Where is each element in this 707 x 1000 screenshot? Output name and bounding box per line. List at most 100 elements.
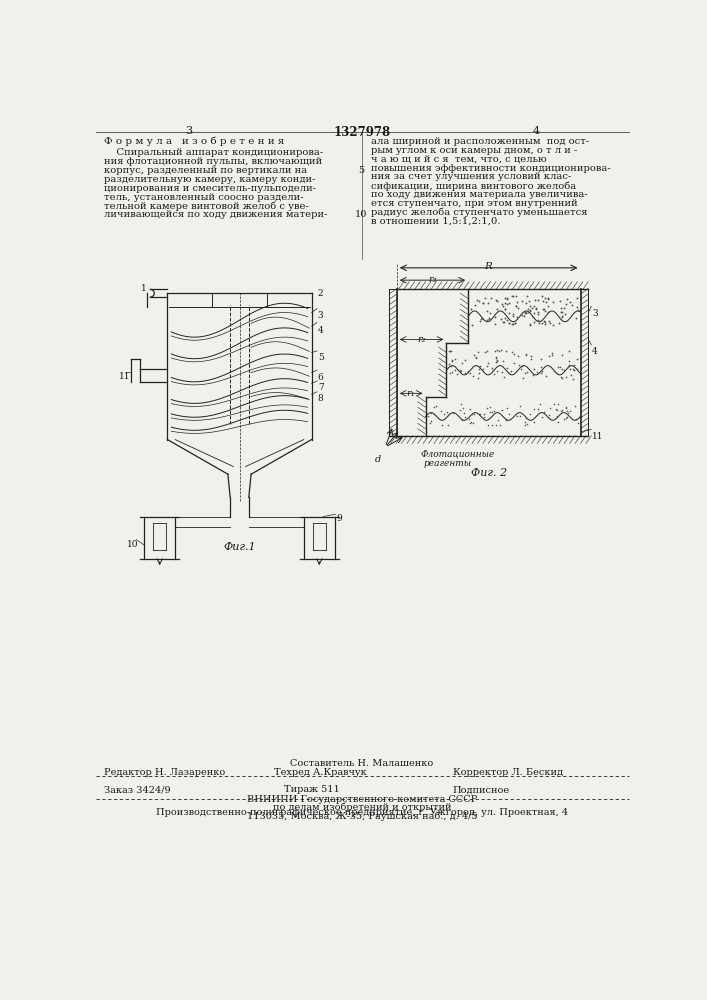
Text: ется ступенчато, при этом внутренний: ется ступенчато, при этом внутренний bbox=[371, 199, 578, 208]
Point bbox=[469, 297, 481, 313]
Point bbox=[459, 409, 470, 425]
Text: ния флотационной пульпы, включающий: ния флотационной пульпы, включающий bbox=[104, 157, 322, 166]
Point bbox=[528, 314, 539, 330]
Point bbox=[542, 291, 554, 307]
Point bbox=[532, 304, 543, 320]
Point bbox=[547, 345, 558, 361]
Point bbox=[517, 307, 528, 323]
Point bbox=[564, 294, 575, 310]
Point bbox=[539, 303, 551, 319]
Point bbox=[539, 316, 551, 332]
Text: ционирования и смеситель-пульподели-: ционирования и смеситель-пульподели- bbox=[104, 184, 316, 193]
Point bbox=[507, 288, 518, 304]
Point bbox=[573, 415, 584, 431]
Point bbox=[507, 306, 518, 322]
Text: 1327978: 1327978 bbox=[334, 126, 390, 139]
Point bbox=[503, 315, 515, 331]
Text: 2: 2 bbox=[317, 289, 323, 298]
Point bbox=[554, 359, 566, 375]
Point bbox=[560, 400, 571, 416]
Point bbox=[501, 291, 513, 307]
Point bbox=[483, 310, 494, 326]
Point bbox=[496, 311, 507, 327]
Point bbox=[512, 300, 523, 316]
Point bbox=[422, 408, 433, 424]
Point bbox=[572, 302, 583, 318]
Text: по делам изобретений и открытий: по делам изобретений и открытий bbox=[273, 803, 451, 812]
Point bbox=[543, 298, 554, 314]
Point bbox=[552, 414, 563, 430]
Point bbox=[521, 295, 532, 311]
Point bbox=[430, 398, 441, 414]
Point bbox=[521, 288, 532, 304]
Point bbox=[512, 348, 523, 364]
Point bbox=[510, 315, 521, 331]
Point bbox=[568, 361, 579, 377]
Point bbox=[539, 404, 550, 420]
Text: 113035, Москва, Ж-35, Раушская наб., д. 4/5: 113035, Москва, Ж-35, Раушская наб., д. … bbox=[247, 811, 477, 821]
Text: реагенты: реагенты bbox=[424, 459, 472, 468]
Point bbox=[498, 314, 510, 330]
Point bbox=[520, 410, 532, 426]
Point bbox=[497, 353, 508, 369]
Point bbox=[541, 368, 552, 384]
Point bbox=[531, 301, 542, 317]
Text: 6: 6 bbox=[317, 373, 324, 382]
Point bbox=[490, 417, 501, 433]
Point bbox=[493, 343, 505, 359]
Text: 1: 1 bbox=[141, 284, 147, 293]
Text: 11: 11 bbox=[119, 372, 130, 381]
Point bbox=[481, 312, 492, 328]
Point bbox=[482, 295, 493, 311]
Point bbox=[560, 410, 571, 426]
Point bbox=[481, 303, 493, 319]
Point bbox=[426, 413, 437, 429]
Point bbox=[551, 402, 563, 418]
Point bbox=[491, 352, 503, 368]
Point bbox=[479, 406, 490, 422]
Point bbox=[503, 365, 514, 381]
Text: r₂: r₂ bbox=[417, 335, 426, 344]
Point bbox=[477, 310, 488, 326]
Point bbox=[503, 315, 514, 331]
Text: корпус, разделенный по вертикали на: корпус, разделенный по вертикали на bbox=[104, 166, 307, 175]
Text: r₃: r₃ bbox=[428, 275, 437, 284]
Point bbox=[527, 309, 539, 325]
Point bbox=[570, 398, 581, 414]
Point bbox=[556, 347, 567, 363]
Point bbox=[529, 361, 540, 377]
Point bbox=[553, 396, 564, 412]
Point bbox=[464, 415, 476, 431]
Text: 4: 4 bbox=[317, 326, 324, 335]
Point bbox=[467, 406, 478, 422]
Point bbox=[436, 417, 448, 433]
Point bbox=[474, 293, 485, 309]
Point bbox=[497, 402, 508, 418]
Point bbox=[465, 414, 477, 430]
Point bbox=[510, 288, 522, 304]
Point bbox=[487, 362, 498, 378]
Point bbox=[498, 314, 509, 330]
Text: Ф о р м у л а   и з о б р е т е н и я: Ф о р м у л а и з о б р е т е н и я bbox=[104, 137, 284, 146]
Point bbox=[563, 357, 575, 373]
Point bbox=[518, 308, 530, 324]
Point bbox=[543, 407, 554, 423]
Point bbox=[548, 396, 559, 412]
Point bbox=[529, 305, 540, 321]
Point bbox=[537, 409, 548, 425]
Point bbox=[568, 357, 580, 373]
Point bbox=[498, 369, 510, 385]
Text: d: d bbox=[374, 455, 380, 464]
Point bbox=[563, 405, 574, 421]
Point bbox=[478, 361, 489, 377]
Point bbox=[484, 404, 495, 420]
Point bbox=[519, 304, 530, 320]
Point bbox=[455, 396, 467, 412]
Point bbox=[515, 361, 527, 377]
Point bbox=[563, 343, 575, 359]
Point bbox=[486, 360, 498, 376]
Point bbox=[479, 290, 490, 306]
Point bbox=[525, 351, 537, 367]
Point bbox=[484, 399, 496, 415]
Point bbox=[508, 316, 519, 332]
